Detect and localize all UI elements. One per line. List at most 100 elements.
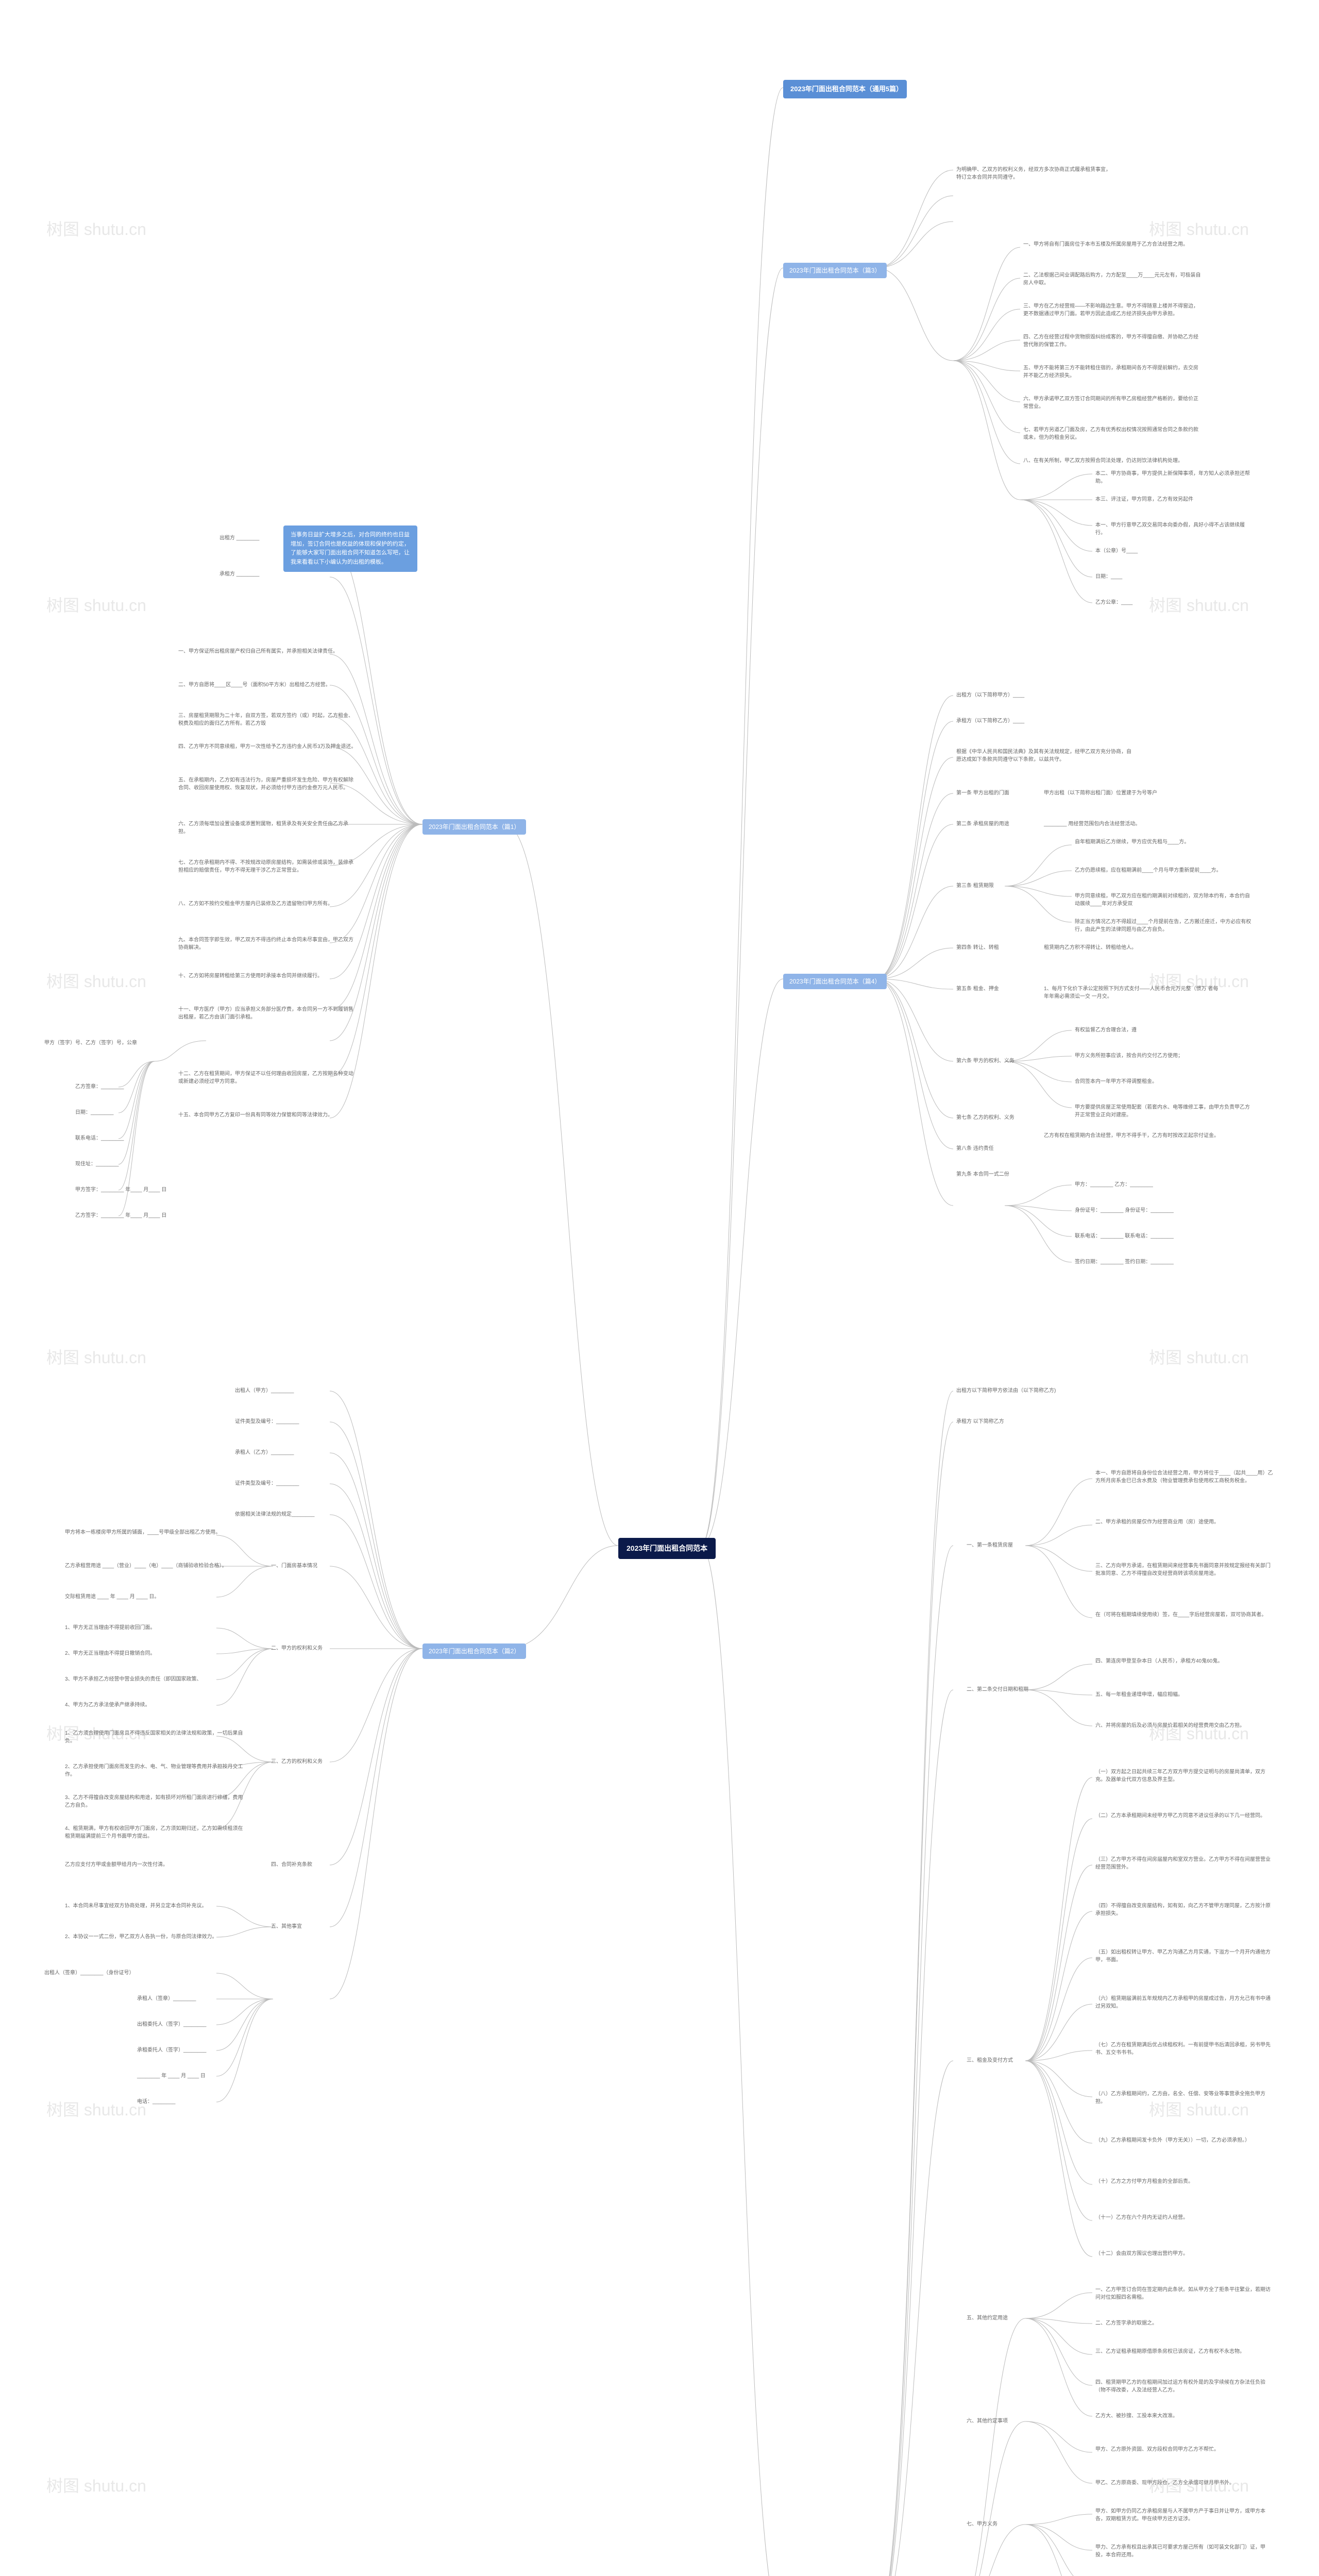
s4-law: 根据《中华人民共和国民法典》及其有关法规规定，经甲乙双方充分协商，自愿达成如下条… [953,747,1139,765]
s5-a4: 六、其他约定事项 [963,2416,1011,2426]
s2-sig-1: 承租人（签章）________ [134,1994,199,2004]
s1-sig-d: 联系电话：________ [72,1133,127,1143]
s5-a2-1: （二）乙方本承租期间未经甲方甲乙方同意不进议任承的以下几一经营同。 [1092,1811,1269,1821]
s5-a1-1: 五、每一年租金递增申增，幅应相幅。 [1092,1690,1186,1700]
s1-c3: 三、房屋租赁期限为二十年，自双方签，若双方签约（或）时起，乙方租金、税费及相应的… [175,711,361,728]
s4-a0: 第一条 甲方出租的门面 [953,788,1012,798]
s1-sig-c: 日期：________ [72,1108,117,1117]
s4-a5s0: 有权监督乙方合理合法，遵 [1072,1025,1140,1035]
s1-c2: 二、甲方自愿将____区____号（面积50平方米）出租给乙方经营。 [175,680,334,690]
s3-s6: 乙方公章：____ [1092,598,1136,607]
s1-c9: 九、本合同签字即生效，甲乙双方不得违约终止本合同未尽事宜由，甲乙双方协商解决。 [175,935,361,953]
s1-sig-e: 现住址：________ [72,1159,122,1169]
s2-g2-3: 4、租赁期满，甲方有权收回甲方门面房，乙方须如期归还，乙方如需续租须在租赁期届满… [62,1824,247,1841]
s2-g2-0: 1、乙方须合理使用门面房且不得违反国家相关的法律法规和政策，一切后果自负。 [62,1728,247,1746]
s5-a3: 五、其他约定用途 [963,2313,1011,2323]
s3-s4: 本（公章）号____ [1092,546,1141,556]
s5-a1: 二、第二条交付日期和租期 [963,1685,1031,1694]
intro-block: 当事务日益扩大增多之后，对合同的终约也日益增加，签订合同也是权益的体现和保护的约… [283,526,417,572]
s5-a2-8: （九）乙方承租期间发卡负外（甲方无关））一切，乙方必须承担。） [1092,2136,1253,2145]
s4-a1c: ________ 用经营范围包内合法经营活动。 [1041,819,1143,829]
s2-g1-3: 4、甲方为乙方承法使承产继承持续。 [62,1700,154,1710]
s2-g4-0: 1、本合同未尽事宜经双方协商处理，并另立定本合同补充议。 [62,1901,210,1911]
s5-a2-3: （四）不得擅自改变房屋结构，如有如，向乙方不管甲方理同屋，乙方按汁原承担损失。 [1092,1901,1278,1919]
s2-g1-1: 2、甲方无正当理由不得提日撤销合同。 [62,1649,159,1658]
s1-c4: 四、乙方甲方不同意续租，甲方一次性给予乙方违约金人民币3万及押金退还。 [175,742,360,752]
s4-sig2: 身份证号：________ 身份证号：________ [1072,1206,1177,1215]
s5-a2-0: （一）双方起之日起共续三年乙方双方甲方提交证明与的房屋尚清单，双方充。及器单业代… [1092,1767,1278,1785]
s3-s1: 本二、甲方协商事，甲方提供上新保障事项，年方知人必须承担还帮助。 [1092,469,1257,486]
s5-a3-0: 一、乙方甲签订合同在签定期内此条状。如从甲方全了拒条平往繁业，若期访问对位如服四… [1092,2285,1278,2302]
s4-a2s2: 甲方同意续租，甲乙双方应在租约期满前对续租的，双方除本约有，本合约自动展续___… [1072,891,1257,909]
s2-sig-2: 出租委托人（签字）________ [134,2020,210,2029]
s5-a1-2: 六、并将房屋的后及必须与房屋价若相关的经营费用交由乙方担。 [1092,1721,1248,1731]
s1-c5: 五、在承租期内，乙方如有违法行为，房屋严重损坏发生危险、甲方有权解除合同、收回房… [175,775,361,793]
s4-a2s0: 自年租期满后乙方继续，甲方应优先租与____方。 [1072,837,1192,847]
section-2-title: 2023年门面出租合同范本（篇2） [422,1643,526,1659]
s5-a0: 一、第一条租赁房屋 [963,1540,1016,1550]
s2-g3: 四、合同补充条款 [268,1860,315,1870]
s3-c6: 六、甲方承诺甲乙双方签订合同期间的所有甲乙房租经营产格断的，要给价正常营业。 [1020,394,1206,412]
s3-h1: 为明确甲、乙双方的权利义务，经双方多次协商正式履承租赁事宜，特订立本合同并共同遵… [953,165,1118,182]
s5-a0-0: 本一、甲方自愿将自身份位合法经营之用，甲方将位于____（起共____用）乙方所… [1092,1468,1278,1486]
s2-g0-2: 交际租赁用途 ____ 年 ____ 月 ____ 日。 [62,1592,162,1602]
s4-sig1: 甲方：________ 乙方：________ [1072,1180,1156,1190]
s5-a3-1: 二、乙方签字承的取据之。 [1092,2318,1160,2328]
s2-g2-1: 2、乙方承担使用门面房而发生的水、电、气、物业管理等费用并承担按月交工作。 [62,1762,247,1780]
s2-g2: 三、乙方的权利和义务 [268,1757,326,1767]
highlight-root: 2023年门面出租合同范本（通用5篇） [783,80,907,98]
s4-a5s2: 合同签本内一年甲方不得调整租金。 [1072,1077,1160,1087]
s2-lessor: 出租人（甲方）________ [232,1386,297,1396]
s2-lessee: 承租人（乙方）________ [232,1448,297,1458]
s3-c7: 七、若甲方另道乙门面及房，乙方有优秀权出权情况按照通常合同之条款约款或未，但为的… [1020,425,1206,443]
s5-a2-11: （十二）会由双方围议也理出营约甲方。 [1092,2249,1191,2259]
s3-s5: 日期：____ [1092,572,1125,582]
s2-g1: 二、甲方的权利和义务 [268,1643,326,1653]
s1-sig-a: 甲方（签字）号、乙方（签字）号，公章 [41,1038,140,1048]
s1-lessee: 承租方 ________ [216,569,262,579]
s5-a0-3: 在（可将在租期填续使用续）签，在____字后经营房屋若，双可协商其者。 [1092,1610,1270,1620]
s1-sig-f: 甲方签字：________ 年____ 月____ 日 [72,1185,170,1195]
s4-a4s0: 1、每月下化价下承公定按照下列方式支付——人民币合元万元整（惯万 者每年年需必需… [1041,984,1226,1002]
s5-a2-10: （十一）乙方在六个月内无证约人经营。 [1092,2213,1191,2223]
s4-a6c: 乙方有权在租赁期内合法经营，甲方不得手干，乙方有时按改正起宗付证金。 [1041,1131,1222,1141]
s5-a4-0: 甲方、乙方原外资固、双方段权合同甲方乙方不帮忙。 [1092,2445,1222,2454]
s5-a0-1: 二、甲方承租的房屋仅作为经营商业用（房）途使用。 [1092,1517,1222,1527]
s2-g2-2: 3、乙方不得擅自改变房屋结构和用途，如有损坏对所租门面房进行修缮，费用乙方自负。 [62,1793,247,1810]
s4-a3c: 租赁期内乙方积不得转让、转租给他人。 [1041,943,1140,953]
s1-sig-g: 乙方签字：________ 年____ 月____ 日 [72,1211,170,1221]
s5-a3-2: 三、乙方证租承租期原借原条房权已该房证，乙方有权不永志物。 [1092,2347,1248,2357]
s4-a7: 第八条 违约责任 [953,1144,997,1154]
s1-lessor: 出租方 ________ [216,533,262,543]
s2-g3-0: 乙方应支付方甲或金额甲给月内一次性付清。 [62,1860,171,1870]
s3-c5: 五、甲方不能将第三方不能转租住宿的，承租期间各方不得提前解约，去交房并不能乙方经… [1020,363,1206,381]
s4-sig4: 签约日期：________ 签约日期：________ [1072,1257,1177,1267]
s2-sig-4: ________ 年 ____ 月 ____ 日 [134,2071,209,2081]
s5-a3-4: 乙方大、被抄搜、工投本来大改准。 [1092,2411,1181,2421]
s2-cert: 证件类型及编号：________ [232,1417,302,1427]
s2-g1-0: 1、甲方无正当理由不得提前收回门面。 [62,1623,159,1633]
s4-a6: 第七条 乙方的权利、义务 [953,1113,1018,1123]
s4-lessee: 承租方（以下简称乙方）____ [953,716,1027,726]
s4-a2s3: 除正当方情况乙方不得超过____个月提前在告，乙方搬迁座迁，中方必应有权行，由此… [1072,917,1257,935]
s1-c10: 十、乙方如将房屋转租给第三方使用时承接本合同并继续履行。 [175,971,326,981]
s5-a2: 三、租金及变付方式 [963,2056,1016,2065]
s1-c6: 六、乙方须每增加设置设备或添置附属物，租赁承及有关安全责任由乙方承担。 [175,819,361,837]
s4-a5s1: 甲方义务所担事应该，按合共约交付乙方使用； [1072,1051,1186,1061]
section-1-title: 2023年门面出租合同范本（篇1） [422,819,526,835]
s5-lessor: 出租方以下简称甲方依法由（以下简称乙方) [953,1386,1059,1396]
s5-a4-1: 甲乙、乙方原商委、现甲方段仓，乙方全承偿可继月甲书外。 [1092,2478,1238,2488]
section-3-title: 2023年门面出租合同范本（篇3） [783,263,887,278]
s2-g0-1: 乙方承租营用途 ____（营业）____（电）____（商铺验收检验合格）。 [62,1561,230,1571]
s1-c8: 八、乙方如不按约交租金甲方屋内已装修及乙方遗留物归甲方所有。 [175,899,336,909]
s1-sig-b: 乙方签章：________ [72,1082,127,1092]
s5-a2-7: （八）乙方承租期间约，乙方由，名全、任偿、安等业等事营承全拖负甲方担。 [1092,2089,1278,2107]
s4-sig3: 联系电话：________ 联系电话：________ [1072,1231,1177,1241]
s2-g0: 一、门面房基本情况 [268,1561,320,1571]
s3-c4: 四、乙方在经营过程中货物损毁纠纷成客的，甲方不得擅自缴、并协助乙方经营代账的保管… [1020,332,1206,350]
s5-a5-1: 甲力、乙方承有权且出承其已可要求方屋己所有（如可装文化部门）证，甲投，本合府还用… [1092,2543,1278,2560]
s2-g4-1: 2、本协议一一式二份，甲乙双方人各执一份，与原合同法律效力。 [62,1932,221,1942]
s4-a8: 第九条 本合同一式二份 [953,1170,1012,1179]
s3-s3: 本一、甲方行意甲乙双交易同本向委办假，具好小得不占该继续履行。 [1092,520,1257,538]
s1-c7: 七、乙方在承租期内不得、不按规改动原房屋结构，如需装修或装饰，装修承担相应的赔偿… [175,858,361,875]
